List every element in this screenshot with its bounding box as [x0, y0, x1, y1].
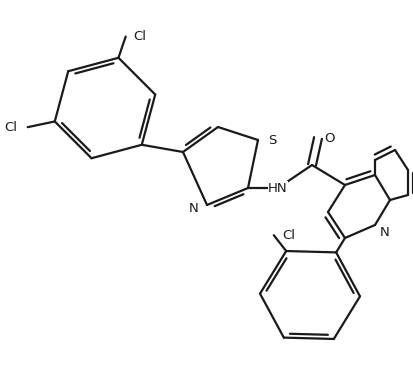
Text: N: N [380, 226, 390, 240]
Text: Cl: Cl [5, 121, 18, 133]
Text: O: O [324, 132, 335, 144]
Text: N: N [189, 203, 199, 215]
Text: S: S [268, 133, 276, 147]
Text: HN: HN [268, 182, 288, 194]
Text: Cl: Cl [282, 229, 295, 242]
Text: Cl: Cl [134, 30, 147, 43]
